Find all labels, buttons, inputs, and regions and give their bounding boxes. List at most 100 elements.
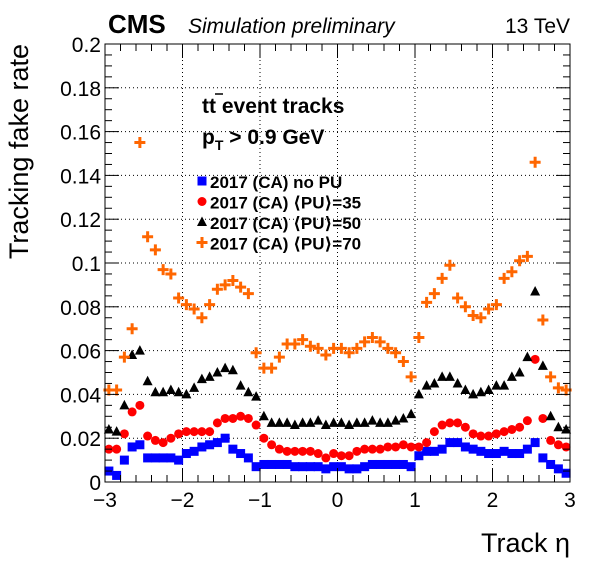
data-point-circle — [437, 420, 447, 430]
data-point-plus — [196, 312, 208, 324]
data-point-square — [321, 464, 331, 474]
legend-marker-square — [197, 176, 207, 186]
data-point-square — [243, 453, 253, 463]
data-point-plus — [320, 349, 332, 361]
data-point-plus — [304, 340, 316, 352]
data-point-triangle — [150, 386, 161, 397]
data-point-square — [530, 438, 540, 448]
data-point-triangle — [475, 386, 486, 397]
data-point-square — [274, 459, 284, 469]
data-point-triangle — [382, 417, 393, 427]
data-point-plus — [359, 336, 371, 348]
legend-label: 2017 (CA) ⟨PU⟩=50 — [210, 214, 361, 233]
data-point-circle — [282, 446, 292, 456]
data-point-plus — [188, 303, 200, 315]
data-point-circle — [267, 440, 277, 450]
data-point-plus — [343, 347, 355, 359]
data-point-triangle — [243, 386, 254, 397]
data-point-circle — [499, 427, 509, 437]
data-point-circle — [143, 431, 153, 441]
data-point-circle — [383, 442, 393, 452]
data-point-square — [119, 455, 129, 465]
data-point-square — [375, 459, 385, 469]
data-point-circle — [197, 427, 207, 437]
data-point-triangle — [452, 377, 463, 388]
data-point-plus — [351, 342, 363, 354]
data-point-square — [158, 453, 168, 463]
data-point-plus — [514, 255, 526, 267]
data-point-square — [491, 449, 501, 459]
data-point-triangle — [413, 388, 424, 399]
data-point-triangle — [204, 371, 215, 381]
data-point-circle — [522, 416, 532, 426]
y-tick-label: 0.12 — [60, 209, 101, 232]
data-point-circle — [274, 444, 284, 454]
legend-marker-plus — [196, 237, 208, 248]
data-point-circle — [367, 444, 377, 454]
data-point-plus — [134, 137, 146, 149]
data-point-circle — [391, 442, 401, 452]
data-point-circle — [298, 446, 308, 456]
sample-t: t — [202, 95, 209, 118]
data-point-triangle — [367, 415, 378, 425]
data-point-triangle — [313, 415, 324, 425]
data-point-square — [507, 449, 517, 459]
data-point-triangle — [111, 426, 122, 436]
x-axis-label: Track η — [481, 528, 570, 558]
data-point-triangle — [406, 408, 417, 419]
data-point-plus — [537, 314, 549, 326]
data-point-square — [329, 462, 339, 472]
energy-label: 13 TeV — [505, 15, 570, 38]
data-point-square — [546, 459, 556, 469]
pt-rest: > 0.9 GeV — [223, 126, 324, 149]
data-point-circle — [507, 424, 517, 434]
data-point-circle — [398, 440, 408, 450]
data-point-circle — [553, 440, 563, 450]
data-point-plus — [428, 288, 440, 300]
grid-lines — [105, 44, 570, 482]
data-point-plus — [126, 323, 138, 335]
data-point-square — [391, 459, 401, 469]
x-tick-label: 2 — [487, 489, 499, 512]
data-point-plus — [366, 331, 378, 343]
data-point-circle — [406, 442, 416, 452]
data-point-square — [298, 462, 308, 472]
data-point-plus — [483, 303, 495, 315]
data-points — [103, 137, 572, 480]
data-point-circle — [352, 446, 362, 456]
data-point-square — [112, 470, 122, 480]
data-point-triangle — [491, 380, 502, 390]
data-point-plus — [297, 334, 309, 346]
data-point-square — [282, 459, 292, 469]
legend-label: 2017 (CA) ⟨PU⟩=35 — [210, 194, 361, 213]
data-point-plus — [204, 299, 216, 311]
legend-label: 2017 (CA) ⟨PU⟩=70 — [210, 235, 361, 254]
sample-tbar: t — [209, 95, 216, 118]
data-point-square — [251, 462, 261, 472]
data-point-triangle — [297, 417, 308, 427]
data-point-plus — [413, 331, 425, 343]
data-point-plus — [521, 250, 533, 262]
x-tick-label: −1 — [248, 489, 272, 512]
data-point-triangle — [289, 419, 300, 430]
data-point-plus — [273, 351, 285, 363]
data-point-square — [267, 459, 277, 469]
data-point-triangle — [514, 367, 525, 377]
data-point-square — [429, 446, 439, 456]
y-tick-label: 0.18 — [60, 78, 101, 101]
data-point-circle — [414, 442, 424, 452]
data-point-square — [305, 462, 315, 472]
data-point-triangle — [328, 417, 339, 427]
data-point-circle — [313, 449, 323, 459]
data-point-circle — [135, 400, 145, 410]
y-tick-label: 0 — [89, 472, 101, 495]
data-point-plus — [390, 347, 402, 359]
data-point-triangle — [499, 380, 510, 390]
data-point-circle — [468, 429, 478, 439]
y-tick-label: 0.16 — [60, 122, 101, 145]
data-point-circle — [336, 451, 346, 461]
data-point-circle — [460, 422, 470, 432]
y-tick-label: 0.14 — [60, 165, 101, 188]
y-axis-label: Tracking fake rate — [4, 44, 34, 259]
